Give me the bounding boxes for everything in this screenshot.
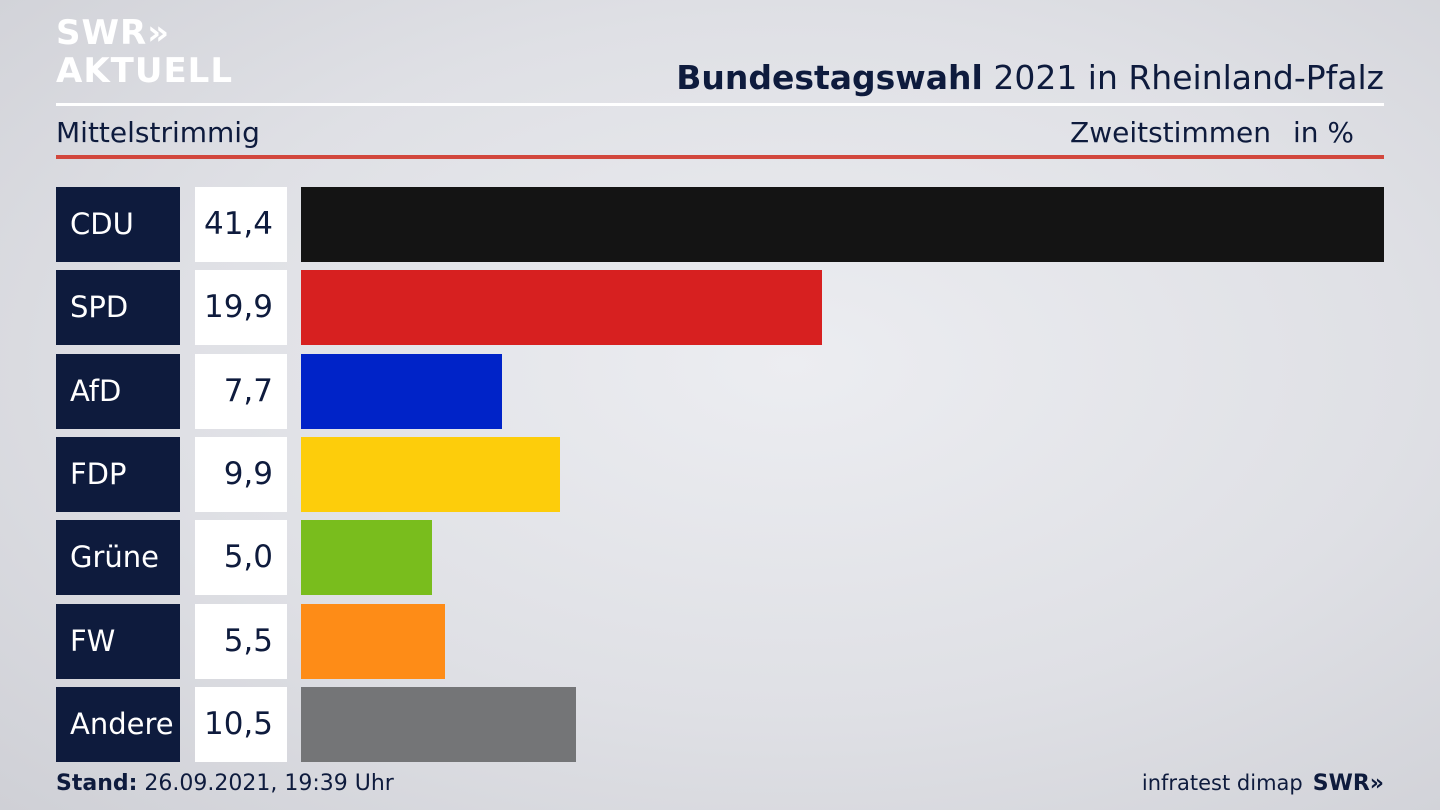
party-label: Andere <box>56 686 180 762</box>
party-label: CDU <box>56 187 180 262</box>
logo-line-2: AKTUELL <box>56 51 234 91</box>
bar-row-fdp: FDP 9,9 <box>56 436 1384 512</box>
bar <box>301 520 432 596</box>
bar <box>301 603 445 679</box>
value-label: 9,9 <box>195 436 287 512</box>
bar-row-grüne: Grüne 5,0 <box>56 520 1384 596</box>
stand-label: Stand: <box>56 771 138 796</box>
accent-divider <box>56 155 1384 159</box>
value-label: 7,7 <box>195 353 287 429</box>
header-divider <box>56 103 1384 106</box>
chart-title: Bundestagswahl 2021 in Rheinland-Pfalz <box>676 58 1384 97</box>
source-label: infratest dimap <box>1141 771 1303 795</box>
party-label: Grüne <box>56 520 180 596</box>
bar <box>301 270 822 346</box>
vote-type-label: Zweitstimmen <box>1070 116 1271 149</box>
bar <box>301 353 503 429</box>
title-rest: 2021 in Rheinland-Pfalz <box>982 58 1384 97</box>
bar-row-spd: SPD 19,9 <box>56 270 1384 346</box>
constituency-subtitle: Mittelstrimmig <box>56 116 260 149</box>
party-label: AfD <box>56 353 180 429</box>
title-bold: Bundestagswahl <box>676 58 983 97</box>
timestamp: Stand: 26.09.2021, 19:39 Uhr <box>56 771 394 796</box>
value-label: 5,5 <box>195 603 287 679</box>
swr-footer-logo: SWR» <box>1312 771 1384 796</box>
value-label: 19,9 <box>195 270 287 346</box>
party-label: SPD <box>56 270 180 346</box>
value-label: 41,4 <box>195 187 287 262</box>
bar <box>301 686 576 762</box>
bar-row-cdu: CDU 41,4 <box>56 187 1384 262</box>
bar-row-fw: FW 5,5 <box>56 603 1384 679</box>
bar-row-andere: Andere 10,5 <box>56 686 1384 762</box>
stand-value: 26.09.2021, 19:39 Uhr <box>144 771 394 796</box>
percent-unit-label: in % <box>1292 116 1354 149</box>
party-label: FW <box>56 603 180 679</box>
bar-row-afd: AfD 7,7 <box>56 353 1384 429</box>
party-label: FDP <box>56 436 180 512</box>
source-credit: infratest dimap SWR» <box>1142 771 1384 796</box>
unit-label: Zweitstimmen in % <box>1070 116 1354 149</box>
swr-aktuell-logo: SWR» AKTUELL <box>56 16 233 88</box>
value-label: 10,5 <box>195 686 287 762</box>
value-label: 5,0 <box>195 520 287 596</box>
bar <box>301 436 560 512</box>
bar <box>301 187 1384 262</box>
logo-line-1: SWR» <box>56 13 171 53</box>
